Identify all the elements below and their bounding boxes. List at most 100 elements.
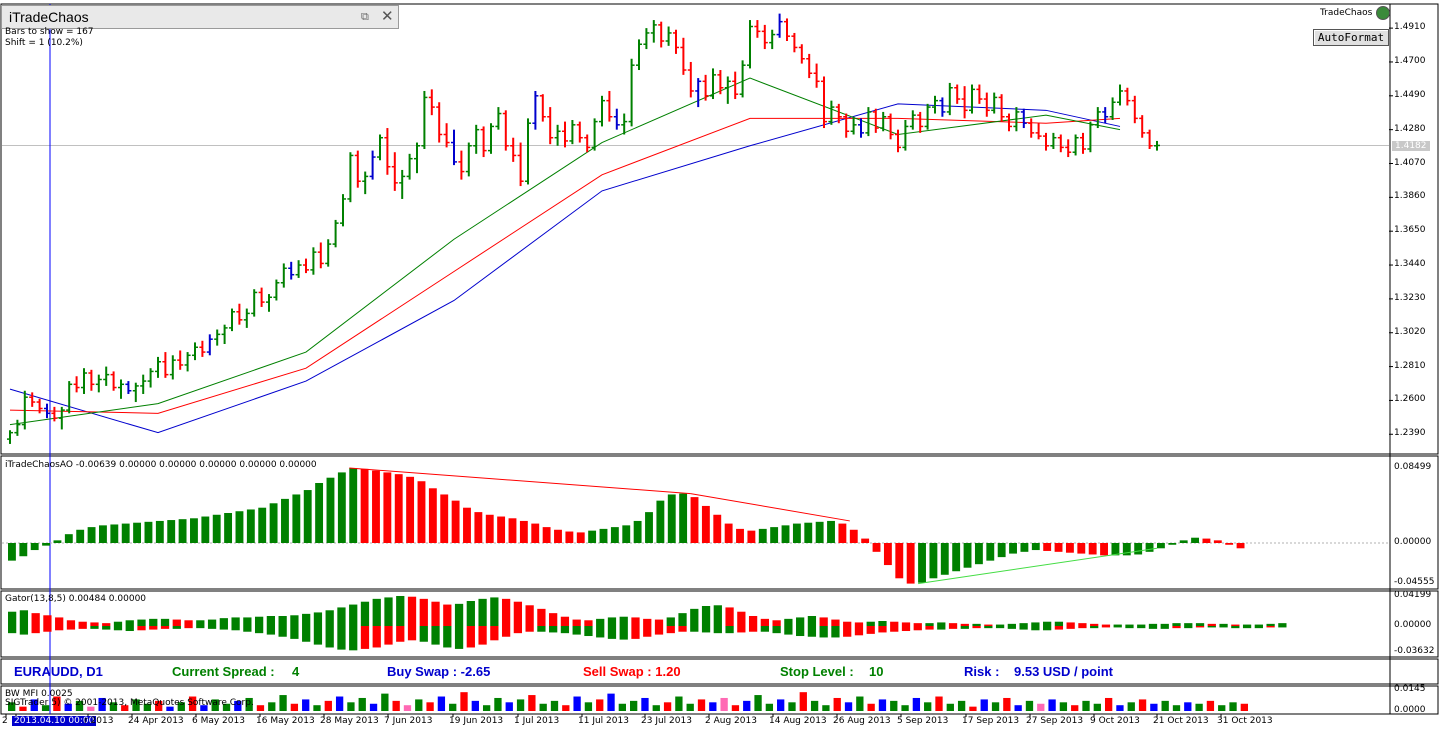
ao-histogram-bar [690,497,699,543]
ao-histogram-bar [155,520,164,543]
gator-upper-bar [466,600,475,626]
gator-lower-bar [878,626,887,633]
gator-upper-bar [995,624,1005,626]
mfi-bar [449,703,457,711]
buy-swap-label: Buy Swap : -2.65 [387,664,491,679]
mfi-bar [75,700,84,711]
symbol-label: EURAUDD, D1 [14,664,103,679]
gator-lower-bar [137,626,146,631]
ao-histogram-bar [827,520,835,543]
gator-lower-bar [1101,626,1111,628]
mfi-bar [935,696,943,711]
gator-lower-bar [1078,626,1087,629]
gator-lower-bar [78,626,87,629]
window-title-bar[interactable]: iTradeChaos ⧉ ✕ [1,5,399,29]
date-tick-label: 7 Jun 2013 [384,716,433,726]
date-tick-label: 28 May 2013 [320,716,379,726]
gator-upper-bar [149,618,158,626]
gator-lower-bar [843,626,852,637]
mfi-bar [234,700,242,711]
gator-lower-bar [760,626,769,632]
mfi-bar [697,699,706,711]
alligator-teeth-line [9,117,1121,414]
gator-upper-bar [349,604,358,626]
mfi-bar [1150,703,1158,711]
mfi-bar [743,700,751,711]
gator-upper-bar [925,623,934,626]
gator-lower-bar [737,626,746,633]
gator-lower-bar [796,626,805,637]
date-tick-label: 23 Jul 2013 [641,716,692,726]
ao-histogram-bar [747,530,756,543]
gator-upper-bar [184,620,193,626]
mfi-bar [19,706,27,711]
gator-upper-bar [960,623,969,626]
ao-histogram-bar [997,543,1006,558]
restore-icon[interactable]: ⧉ [361,10,369,23]
gator-lower-bar [784,626,793,635]
gator-upper-bar [1066,622,1075,626]
ao-histogram-bar [383,472,392,543]
mfi-bar [1003,697,1011,711]
gator-lower-bar [537,626,546,632]
mfi-bar [302,699,310,711]
gator-upper-bar [1160,623,1169,626]
gator-upper-bar [372,598,381,626]
mfi-bar [1229,702,1237,711]
mfi-bar [901,705,909,711]
gator-upper-bar [854,622,864,626]
ao-histogram-bar [974,543,983,565]
gator-lower-bar [643,626,652,637]
gator-tick-label: 0.00000 [1394,620,1432,630]
autoformat-button[interactable]: AutoFormat [1313,29,1389,46]
ao-histogram-bar [701,505,710,543]
ao-tick-label: -0.04555 [1394,577,1435,588]
gator-lower-bar [972,626,981,629]
gator-upper-bar [302,613,311,626]
gator-lower-bar [466,626,475,648]
gator-upper-bar [901,622,911,626]
gator-lower-bar [925,626,934,630]
close-icon[interactable]: ✕ [381,7,394,25]
ao-histogram-bar [1145,543,1154,552]
gator-upper-bar [266,615,276,626]
gator-lower-bar [1195,626,1205,628]
ao-histogram-bar [167,520,176,543]
gator-lower-bar [1242,626,1252,629]
gator-lower-bar [1043,626,1052,631]
mfi-bar [1138,699,1147,711]
ao-histogram-bar [554,529,562,543]
alligator-lips-line [9,77,1121,426]
ao-histogram-bar [599,528,608,543]
mfi-bar [222,703,231,711]
date-tick-label: 27 Sep 2013 [1026,716,1084,726]
gator-lower-bar [584,626,593,637]
gator-upper-bar [1207,623,1216,626]
ao-panel-frame [0,455,1439,590]
gator-lower-bar [960,626,969,629]
gator-upper-bar [1031,622,1040,626]
mfi-bar [121,705,129,711]
ao-histogram-bar [133,522,142,543]
gator-lower-bar [55,626,64,631]
gator-upper-bar [43,615,52,626]
date-tick-label: 6 May 2013 [192,716,245,726]
gator-upper-bar [1231,624,1240,626]
gator-upper-bar [666,617,675,626]
mfi-panel-frame [0,685,1439,715]
date-tick-label: 26 Aug 2013 [833,716,891,726]
gator-lower-bar [1160,626,1169,629]
mfi-bar [460,692,468,711]
mfi-bar [799,692,807,711]
mfi-bar [268,702,276,711]
ao-histogram-bar [406,476,415,543]
gator-upper-bar [631,617,640,626]
gator-upper-bar [219,618,228,626]
ao-histogram-bar [792,523,801,543]
mfi-bar [878,699,887,711]
gator-lower-bar [1066,626,1075,629]
price-tick-label: 1.2600 [1394,394,1426,405]
date-tick-label: 17 Sep 2013 [962,716,1020,726]
mfi-bar [415,699,423,711]
